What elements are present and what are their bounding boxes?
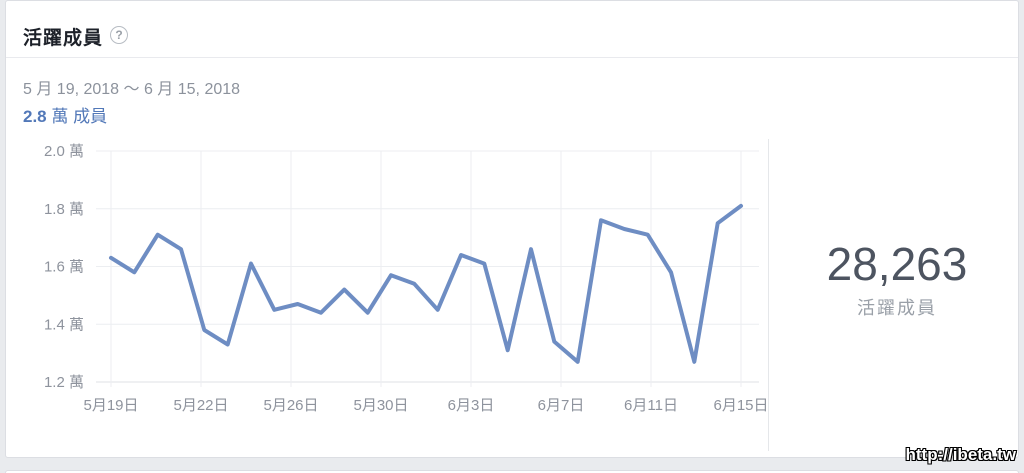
watermark-url: http://ibeta.tw	[905, 444, 1017, 465]
y-tick-label: 2.0 萬	[44, 143, 84, 160]
x-tick-label: 5月30日	[353, 397, 408, 414]
date-range-label: 5 月 19, 2018 ～ 6 月 15, 2018	[23, 81, 241, 98]
x-tick-label: 5月19日	[83, 397, 138, 414]
x-tick-label: 6月3日	[448, 397, 495, 414]
summary-members: 2.8 萬 成員	[23, 102, 107, 127]
y-tick-label: 1.8 萬	[44, 201, 84, 218]
x-tick-label: 5月22日	[173, 397, 228, 414]
summary-value: 2.8	[23, 107, 47, 126]
help-icon[interactable]: ?	[110, 26, 128, 44]
y-tick-label: 1.2 萬	[44, 374, 84, 391]
stats-panel: 28,263 活躍成員	[774, 241, 1020, 320]
stats-value: 28,263	[826, 238, 968, 290]
card-header: 活躍成員 ?	[6, 1, 1018, 58]
summary-unit: 萬 成員	[46, 107, 108, 126]
y-tick-label: 1.4 萬	[44, 316, 84, 333]
active-members-card: 活躍成員 ? 5 月 19, 2018 ～ 6 月 15, 2018 2.8 萬…	[5, 0, 1019, 458]
x-tick-label: 6月15日	[713, 397, 768, 414]
stats-divider	[768, 139, 769, 451]
stats-label: 活躍成員	[857, 298, 937, 318]
card-title: 活躍成員	[23, 28, 104, 49]
y-tick-label: 1.6 萬	[44, 259, 84, 276]
active-members-line-chart: 2.0 萬 1.8 萬 1.6 萬 1.4 萬 1.2 萬 5月19日 5月22日 5月26日…	[44, 143, 769, 414]
x-tick-label: 5月26日	[263, 397, 318, 414]
members-trend-line	[109, 203, 743, 364]
x-tick-label: 6月11日	[624, 397, 678, 414]
next-card-edge	[5, 470, 1019, 473]
x-tick-label: 6月7日	[538, 397, 585, 414]
